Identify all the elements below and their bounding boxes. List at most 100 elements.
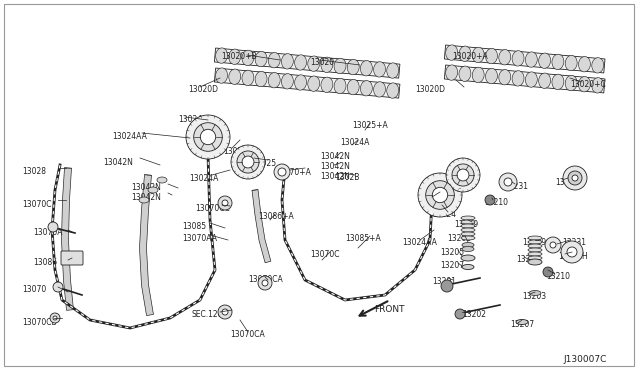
Text: 13042N: 13042N <box>131 193 161 202</box>
Circle shape <box>274 164 290 180</box>
Ellipse shape <box>360 61 372 76</box>
Ellipse shape <box>512 71 524 86</box>
Text: 13070C: 13070C <box>22 200 51 209</box>
Text: 13203: 13203 <box>522 292 546 301</box>
Text: 13020+C: 13020+C <box>570 80 605 89</box>
Circle shape <box>278 168 286 176</box>
Ellipse shape <box>268 73 280 88</box>
Ellipse shape <box>242 70 254 86</box>
Circle shape <box>50 313 60 323</box>
Circle shape <box>222 309 228 315</box>
Ellipse shape <box>374 62 385 77</box>
Text: 13207: 13207 <box>510 320 534 329</box>
Text: 13028: 13028 <box>22 167 46 176</box>
Text: 13205: 13205 <box>516 255 540 264</box>
Text: 13020D: 13020D <box>415 85 445 94</box>
Ellipse shape <box>461 216 475 220</box>
Ellipse shape <box>539 73 550 89</box>
Circle shape <box>186 115 230 159</box>
Text: 13201: 13201 <box>432 277 456 286</box>
Polygon shape <box>214 48 400 78</box>
Circle shape <box>432 187 448 203</box>
Ellipse shape <box>294 75 307 90</box>
Text: 13070: 13070 <box>22 285 46 294</box>
Ellipse shape <box>308 56 320 71</box>
Circle shape <box>262 280 268 286</box>
Text: 13020D: 13020D <box>223 147 253 156</box>
Text: 13070C: 13070C <box>310 250 339 259</box>
Text: 13020+B: 13020+B <box>221 52 257 61</box>
Text: 13231: 13231 <box>562 238 586 247</box>
Ellipse shape <box>216 68 228 83</box>
Text: 13042N: 13042N <box>320 162 350 171</box>
Text: 13231: 13231 <box>504 182 528 191</box>
Circle shape <box>446 158 480 192</box>
Ellipse shape <box>579 57 591 72</box>
Ellipse shape <box>462 243 474 247</box>
Circle shape <box>452 164 474 186</box>
Ellipse shape <box>528 236 542 240</box>
Ellipse shape <box>348 79 359 95</box>
Circle shape <box>550 242 556 248</box>
Text: 13070+A: 13070+A <box>275 168 311 177</box>
Ellipse shape <box>139 197 149 203</box>
Ellipse shape <box>445 45 458 60</box>
Circle shape <box>499 173 517 191</box>
Ellipse shape <box>321 57 333 73</box>
Text: 13070AA: 13070AA <box>182 234 217 243</box>
Ellipse shape <box>552 54 564 70</box>
Ellipse shape <box>374 82 385 97</box>
Ellipse shape <box>552 74 564 90</box>
Text: 13024AA: 13024AA <box>402 238 437 247</box>
Text: 13201H: 13201H <box>558 252 588 261</box>
Circle shape <box>194 123 222 151</box>
Text: 13024: 13024 <box>432 210 456 219</box>
Ellipse shape <box>565 55 577 71</box>
Ellipse shape <box>472 67 484 83</box>
Circle shape <box>242 156 254 168</box>
Ellipse shape <box>512 51 524 66</box>
Circle shape <box>426 181 454 209</box>
Ellipse shape <box>528 256 542 260</box>
Ellipse shape <box>539 53 550 68</box>
Text: 13024A: 13024A <box>340 138 369 147</box>
Ellipse shape <box>461 228 475 232</box>
FancyBboxPatch shape <box>61 251 83 265</box>
Text: 13070A: 13070A <box>33 228 63 237</box>
Polygon shape <box>61 168 74 310</box>
Ellipse shape <box>461 232 475 236</box>
Text: 1302B: 1302B <box>335 173 360 182</box>
Ellipse shape <box>592 58 604 73</box>
Circle shape <box>218 196 232 210</box>
Text: 13025: 13025 <box>252 159 276 168</box>
Polygon shape <box>140 175 154 315</box>
Ellipse shape <box>148 187 158 193</box>
Text: 13086: 13086 <box>33 258 57 267</box>
Circle shape <box>457 169 469 181</box>
Circle shape <box>222 200 228 206</box>
Text: SEC.120: SEC.120 <box>192 310 223 319</box>
Circle shape <box>231 145 265 179</box>
Text: J130007C: J130007C <box>563 355 606 364</box>
Ellipse shape <box>462 247 474 251</box>
Ellipse shape <box>360 81 372 96</box>
Circle shape <box>545 237 561 253</box>
Polygon shape <box>252 190 271 263</box>
Text: 13025+A: 13025+A <box>352 121 388 130</box>
Ellipse shape <box>459 46 471 61</box>
Text: 13024: 13024 <box>178 115 202 124</box>
Circle shape <box>455 309 465 319</box>
Text: 13042N: 13042N <box>320 172 350 181</box>
Text: 13042N: 13042N <box>131 183 161 192</box>
Ellipse shape <box>308 76 320 91</box>
Circle shape <box>561 241 583 263</box>
Ellipse shape <box>461 220 475 224</box>
Circle shape <box>258 276 272 290</box>
Text: 13086+A: 13086+A <box>258 212 294 221</box>
Ellipse shape <box>321 77 333 93</box>
Ellipse shape <box>529 291 541 295</box>
Text: 13020+A: 13020+A <box>452 52 488 61</box>
Text: 13209: 13209 <box>454 220 478 229</box>
Text: 13085: 13085 <box>182 222 206 231</box>
Ellipse shape <box>486 48 497 64</box>
